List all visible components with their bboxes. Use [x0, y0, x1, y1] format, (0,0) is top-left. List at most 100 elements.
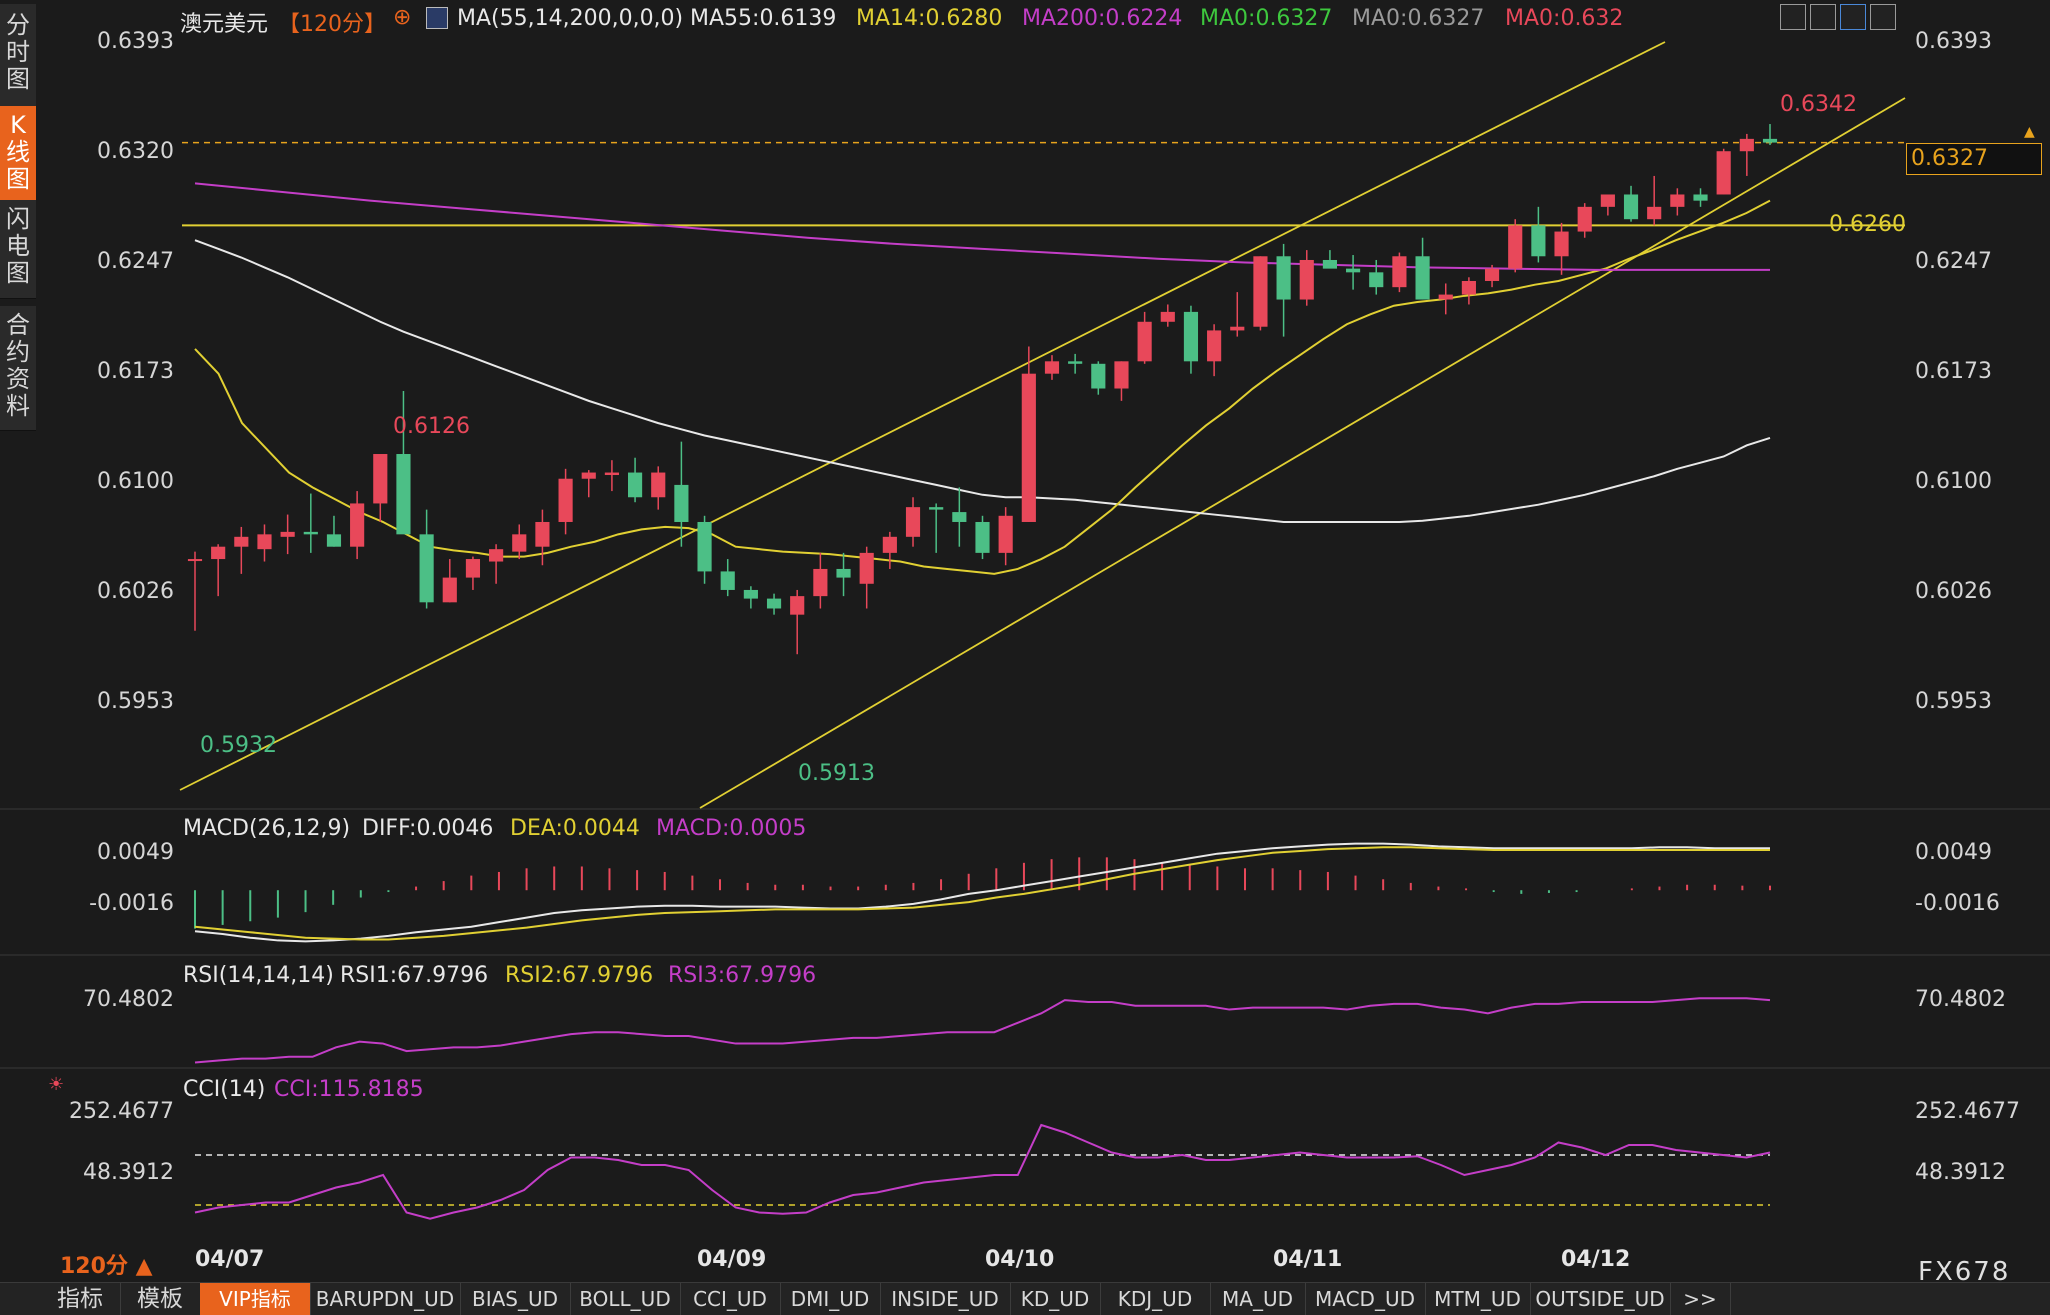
candle-body	[952, 512, 967, 522]
price-axis-right-0: 0.6393	[1915, 29, 1992, 54]
candle-body	[1716, 151, 1731, 195]
candle	[813, 552, 828, 609]
candle	[743, 586, 758, 609]
annotation-low-1: 0.5932	[200, 733, 277, 758]
candle-body	[1508, 225, 1523, 269]
candle	[1739, 133, 1754, 176]
macd-axis-left-0: 0.0049	[97, 840, 174, 865]
macd-dea-line	[194, 846, 1770, 941]
tab-macd-ud[interactable]: MACD_UD	[1305, 1283, 1426, 1315]
candle	[674, 441, 689, 547]
annotation-high-1: 0.6126	[393, 414, 470, 439]
tab-kd-ud[interactable]: KD_UD	[1010, 1283, 1101, 1315]
sidebar-tab-kline[interactable]: K线图	[0, 106, 36, 201]
candle	[326, 515, 342, 547]
macd-axis-left-1: -0.0016	[89, 891, 174, 916]
price-axis-left-2: 0.6247	[97, 249, 174, 274]
candle	[512, 524, 527, 560]
candle	[350, 491, 365, 560]
price-axis-right-6: 0.5953	[1915, 689, 1992, 714]
candle	[1508, 219, 1523, 273]
tab-dmi-ud[interactable]: DMI_UD	[780, 1283, 881, 1315]
rsi3-label: RSI3:67.9796	[668, 963, 817, 988]
candle-body	[489, 549, 504, 562]
candle-body	[234, 536, 249, 547]
candle	[419, 509, 434, 609]
candle	[1091, 361, 1106, 395]
time-label-0409: 04/09	[697, 1247, 767, 1272]
support-line-label: 0.6260	[1829, 212, 1906, 237]
candle	[465, 556, 481, 590]
candle	[697, 515, 712, 584]
candle-body	[836, 568, 851, 578]
tab-outside-ud[interactable]: OUTSIDE_UD	[1530, 1283, 1671, 1315]
candle-body	[1137, 321, 1152, 362]
table-view-icon[interactable]	[1810, 4, 1836, 30]
candle	[1230, 292, 1245, 337]
tab-boll-ud[interactable]: BOLL_UD	[570, 1283, 681, 1315]
crosshair-icon[interactable]: ⊕	[393, 5, 412, 30]
candle	[1762, 124, 1778, 146]
chart-settings-icon[interactable]	[426, 7, 448, 29]
sidebar-tab-flash[interactable]: 闪电图	[0, 200, 36, 299]
annotation-high-2: 0.6342	[1780, 92, 1857, 117]
tab-barupdn-ud[interactable]: BARUPDN_UD	[310, 1283, 461, 1315]
candle	[1484, 264, 1500, 288]
cci-indicator-icon[interactable]: ☀	[48, 1074, 65, 1095]
tab-bias-ud[interactable]: BIAS_UD	[460, 1283, 571, 1315]
price-axis-right-3: 0.6173	[1915, 359, 1992, 384]
candle	[1554, 222, 1569, 275]
annotation-low-2: 0.5913	[798, 761, 875, 786]
candle	[303, 493, 318, 553]
grid-layout-icon[interactable]	[1780, 4, 1806, 30]
candle-body	[859, 552, 874, 584]
trendline-upper	[179, 41, 1666, 791]
tab-cci-ud[interactable]: CCI_UD	[680, 1283, 781, 1315]
tab-more[interactable]: >>	[1670, 1283, 1731, 1315]
time-label-0407: 04/07	[195, 1247, 265, 1272]
candle-body	[1693, 194, 1708, 201]
candle	[558, 468, 573, 535]
candle	[975, 515, 990, 560]
tab-kdj-ud[interactable]: KDJ_UD	[1100, 1283, 1211, 1315]
candle-body	[1461, 280, 1476, 295]
sidebar-tab-timeshare[interactable]: 分时图	[0, 4, 36, 107]
indicator-tab-bar: 指标 模板 VIP指标 BARUPDN_UD BIAS_UD BOLL_UD C…	[0, 1282, 2050, 1315]
price-pane	[179, 41, 1906, 809]
tab-inside-ud[interactable]: INSIDE_UD	[880, 1283, 1011, 1315]
chart-draw-icon[interactable]	[1840, 4, 1866, 30]
rsi-axis-right: 70.4802	[1915, 987, 2006, 1012]
candle	[1346, 255, 1361, 290]
candle	[1623, 185, 1639, 222]
tab-templates[interactable]: 模板	[120, 1283, 201, 1315]
tab-mtm-ud[interactable]: MTM_UD	[1425, 1283, 1531, 1315]
cci-axis-right-0: 252.4677	[1915, 1099, 2020, 1124]
candle	[952, 487, 967, 547]
expand-icon[interactable]	[1870, 4, 1896, 30]
candle-body	[1647, 206, 1662, 220]
price-axis-right-5: 0.6026	[1915, 579, 1992, 604]
candle	[442, 559, 457, 603]
price-axis-left-6: 0.5953	[97, 689, 174, 714]
candle-body	[1438, 294, 1453, 300]
tab-indicators[interactable]: 指标	[40, 1283, 121, 1315]
candle-body	[720, 571, 735, 590]
sidebar-tab-contract-info[interactable]: 合约资料	[0, 306, 36, 431]
candle-body	[604, 472, 619, 476]
period-selector[interactable]: 120分 ▲	[60, 1254, 153, 1279]
candle	[234, 526, 249, 574]
price-axis-left-0: 0.6393	[97, 29, 174, 54]
candle	[1160, 304, 1175, 327]
candle	[1392, 252, 1407, 293]
candle-body	[627, 472, 643, 498]
candle-body	[326, 534, 342, 547]
candle	[1322, 250, 1338, 269]
tab-vip-indicators[interactable]: VIP指标	[200, 1283, 311, 1315]
candle-body	[257, 534, 272, 550]
period-indicator: 【120分】	[278, 12, 386, 37]
candle-body	[1415, 256, 1430, 300]
time-label-0410: 04/10	[985, 1247, 1055, 1272]
tab-ma-ud[interactable]: MA_UD	[1210, 1283, 1306, 1315]
macd-title: MACD(26,12,9)	[183, 816, 351, 841]
